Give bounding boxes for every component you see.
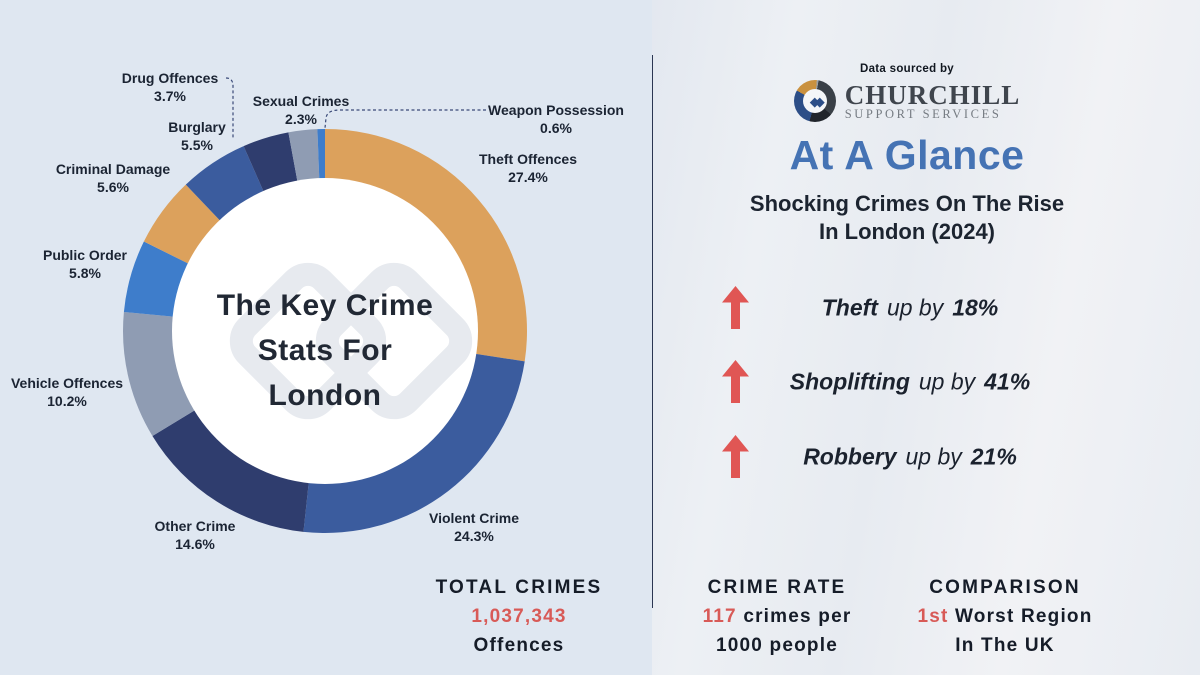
segment-label-other-crime: Other Crime 14.6% xyxy=(155,517,236,553)
summary-crime-rate: CRIME RATE 117 crimes per 1000 people xyxy=(662,577,892,657)
summary-value-rest: crimes per xyxy=(743,606,852,627)
stat-value: 18% xyxy=(952,294,999,321)
segment-label-criminal-damage: Criminal Damage 5.6% xyxy=(56,160,170,196)
summary-value: 1st xyxy=(917,606,949,627)
segment-label-name: Public Order xyxy=(42,247,128,263)
segment-label-pct: 5.6% xyxy=(97,179,129,195)
segment-label-pct: 0.6% xyxy=(540,120,572,136)
segment-label-pct: 27.4% xyxy=(508,169,548,185)
stat-value: 21% xyxy=(970,443,1017,470)
segment-label-name: Other Crime xyxy=(154,518,236,534)
donut-segment-violent-crime xyxy=(303,353,525,534)
stat-crime: Robbery xyxy=(803,443,897,470)
segment-label-public-order: Public Order 5.8% xyxy=(43,246,127,282)
donut-segment-weapon-possession xyxy=(317,128,325,182)
rising-stat-text: Robbery up by 21% xyxy=(660,444,1160,471)
segment-label-name: Drug Offences xyxy=(121,70,219,86)
segment-label-theft-offences: Theft Offences 27.4% xyxy=(479,150,577,186)
segment-label-weapon-possession: Weapon Possession 0.6% xyxy=(488,101,624,137)
segment-label-pct: 5.8% xyxy=(69,265,101,281)
vertical-divider xyxy=(652,55,653,608)
segment-label-name: Sexual Crimes xyxy=(252,93,350,109)
rising-stat-row-robbery: Robbery up by 21% xyxy=(660,434,1160,480)
churchill-logo: ◆◆ CHURCHILL SUPPORT SERVICES xyxy=(657,80,1157,122)
rising-stat-row-theft: Theft up by 18% xyxy=(660,285,1160,331)
donut-segment-drug-offences xyxy=(243,132,298,194)
segment-label-pct: 5.5% xyxy=(181,137,213,153)
up-arrow-icon xyxy=(722,435,749,478)
rising-stat-text: Shoplifting up by 41% xyxy=(660,369,1160,396)
leader-lines xyxy=(225,77,486,138)
donut-chart xyxy=(123,77,528,534)
segment-label-name: Burglary xyxy=(168,119,226,135)
segment-label-burglary: Burglary 5.5% xyxy=(168,118,226,154)
segment-label-drug-offences: Drug Offences 3.7% xyxy=(122,69,218,105)
donut-center-title: The Key Crime Stats For London xyxy=(216,289,434,412)
stat-crime: Shoplifting xyxy=(789,368,910,395)
drug-offences-leader-line xyxy=(225,77,234,138)
rising-stat-text: Theft up by 18% xyxy=(660,295,1160,322)
segment-label-name: Violent Crime xyxy=(429,510,519,526)
churchill-logo-icon-center: ◆◆ xyxy=(802,89,827,113)
segment-label-pct: 24.3% xyxy=(454,528,494,544)
donut-segment-public-order xyxy=(123,241,191,317)
summary-unit: 1000 people xyxy=(716,635,838,656)
segment-label-pct: 3.7% xyxy=(154,88,186,104)
diamond-glyph-icon: ◆◆ xyxy=(809,93,825,109)
segment-label-violent-crime: Violent Crime 24.3% xyxy=(429,509,519,545)
up-arrow-icon xyxy=(722,360,749,403)
stat-connector: up by xyxy=(886,294,944,321)
brand-name: CHURCHILL xyxy=(844,79,1021,110)
summary-value: 1,037,343 xyxy=(471,606,567,627)
page-subtitle: Shocking Crimes On The Rise In London (2… xyxy=(749,191,1065,244)
summary-heading: TOTAL CRIMES xyxy=(435,577,603,598)
segment-label-pct: 14.6% xyxy=(175,536,215,552)
rising-stat-row-shoplifting: Shoplifting up by 41% xyxy=(660,359,1160,405)
segment-label-name: Weapon Possession xyxy=(488,102,624,118)
segment-label-name: Theft Offences xyxy=(478,151,578,167)
segment-label-name: Vehicle Offences xyxy=(10,375,124,391)
up-arrow-icon xyxy=(722,286,749,329)
stat-value: 41% xyxy=(984,368,1031,395)
stat-crime: Theft xyxy=(821,294,878,321)
summary-value-rest: Worst Region xyxy=(954,606,1093,627)
segment-label-pct: 2.3% xyxy=(285,111,317,127)
watermark-diamonds-icon xyxy=(229,262,473,420)
summary-heading: CRIME RATE xyxy=(707,577,847,598)
summary-unit: In The UK xyxy=(955,635,1055,656)
weapon-possession-leader-line xyxy=(324,109,486,129)
summary-heading: COMPARISON xyxy=(929,577,1081,598)
churchill-logo-icon: ◆◆ xyxy=(793,80,836,122)
summary-unit: Offences xyxy=(473,635,565,656)
donut-segment-other-crime xyxy=(152,408,310,532)
stat-connector: up by xyxy=(918,368,976,395)
summary-comparison: COMPARISON 1st Worst Region In The UK xyxy=(890,577,1120,657)
data-sourced-label: Data sourced by xyxy=(860,63,954,75)
segment-label-pct: 10.2% xyxy=(47,393,87,409)
segment-label-sexual-crimes: Sexual Crimes 2.3% xyxy=(253,92,350,128)
brand-subtitle: SUPPORT SERVICES xyxy=(844,106,1002,121)
donut-segment-sexual-crimes xyxy=(288,129,320,184)
donut-segment-vehicle-offences xyxy=(123,311,197,436)
segment-label-name: Criminal Damage xyxy=(55,161,171,177)
summary-total-crimes: TOTAL CRIMES 1,037,343 Offences xyxy=(404,577,634,657)
churchill-logo-text: CHURCHILL SUPPORT SERVICES xyxy=(844,79,1021,121)
page-title: At A Glance xyxy=(789,132,1025,178)
summary-value: 117 xyxy=(702,606,737,627)
stat-connector: up by xyxy=(905,443,962,470)
segment-label-vehicle-offences: Vehicle Offences 10.2% xyxy=(11,374,123,410)
right-panel-background xyxy=(652,0,1200,675)
